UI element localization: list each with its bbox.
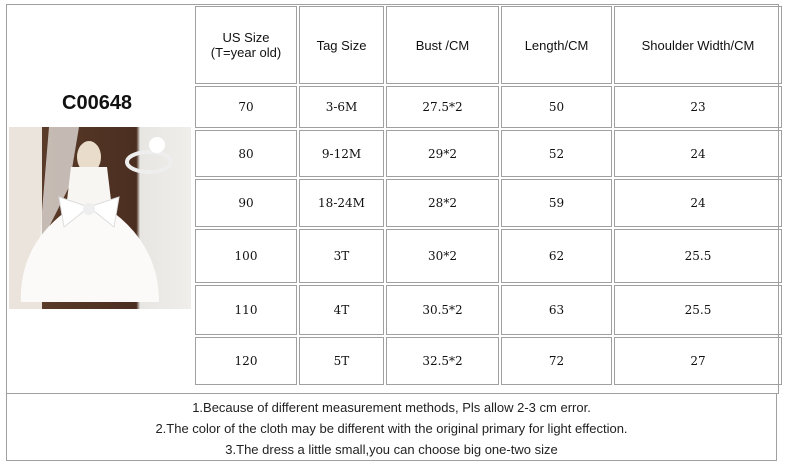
table-cell: 80 [195, 130, 297, 177]
table-cell: 50 [501, 86, 612, 128]
size-table: US Size (T=year old) Tag Size Bust /CM Le… [193, 4, 784, 387]
table-cell: 63 [501, 285, 612, 335]
table-cell: 5T [299, 337, 384, 385]
header-length: Length/CM [501, 6, 612, 84]
table-cell: 90 [195, 179, 297, 227]
table-cell: 4T [299, 285, 384, 335]
table-cell: 23 [614, 86, 782, 128]
header-bust: Bust /CM [386, 6, 499, 84]
table-cell: 27.5*2 [386, 86, 499, 128]
table-cell: 18-24M [299, 179, 384, 227]
table-cell: 29*2 [386, 130, 499, 177]
table-row: 110 4T 30.5*2 63 25.5 [195, 285, 782, 335]
note-2: 2.The color of the cloth may be differen… [155, 421, 628, 436]
product-code: C00648 [62, 92, 133, 114]
table-cell: 3-6M [299, 86, 384, 128]
table-cell: 24 [614, 130, 782, 177]
table-cell: 70 [195, 86, 297, 128]
table-cell: 28*2 [386, 179, 499, 227]
header-label: US Size [222, 30, 270, 45]
table-cell: 59 [501, 179, 612, 227]
table-cell: 110 [195, 285, 297, 335]
notes-box: 1.Because of different measurement metho… [6, 393, 777, 461]
table-row: 120 5T 32.5*2 72 27 [195, 337, 782, 385]
table-row: 100 3T 30*2 62 25.5 [195, 229, 782, 283]
table-cell: 100 [195, 229, 297, 283]
table-row: 80 9-12M 29*2 52 24 [195, 130, 782, 177]
note-3: 3.The dress a little small,you can choos… [225, 442, 558, 457]
table-row: 90 18-24M 28*2 59 24 [195, 179, 782, 227]
table-cell: 72 [501, 337, 612, 385]
note-1: 1.Because of different measurement metho… [192, 400, 591, 415]
table-cell: 120 [195, 337, 297, 385]
table-row: 70 3-6M 27.5*2 50 23 [195, 86, 782, 128]
table-cell: 3T [299, 229, 384, 283]
table-cell: 32.5*2 [386, 337, 499, 385]
table-cell: 30*2 [386, 229, 499, 283]
header-shoulder: Shoulder Width/CM [614, 6, 782, 84]
header-tag-size: Tag Size [299, 6, 384, 84]
header-label: (T=year old) [210, 45, 282, 60]
header-us-size: US Size (T=year old) [195, 6, 297, 84]
table-cell: 62 [501, 229, 612, 283]
table-cell: 30.5*2 [386, 285, 499, 335]
table-cell: 25.5 [614, 229, 782, 283]
dress-illustration [20, 127, 173, 302]
table-cell: 24 [614, 179, 782, 227]
table-cell: 52 [501, 130, 612, 177]
table-cell: 27 [614, 337, 782, 385]
table-cell: 25.5 [614, 285, 782, 335]
header-row: US Size (T=year old) Tag Size Bust /CM Le… [195, 6, 782, 84]
table-cell: 9-12M [299, 130, 384, 177]
dress-photo [9, 127, 191, 309]
